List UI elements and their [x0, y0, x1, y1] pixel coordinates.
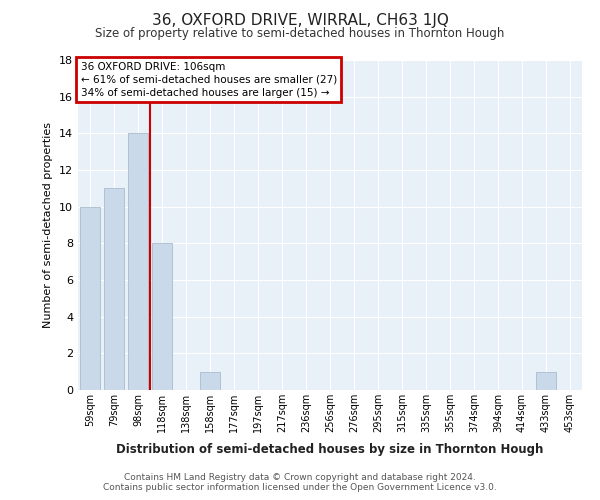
Text: 36 OXFORD DRIVE: 106sqm
← 61% of semi-detached houses are smaller (27)
34% of se: 36 OXFORD DRIVE: 106sqm ← 61% of semi-de… [80, 62, 337, 98]
Bar [128, 134, 148, 390]
Bar [200, 372, 220, 390]
Text: Size of property relative to semi-detached houses in Thornton Hough: Size of property relative to semi-detach… [95, 28, 505, 40]
Bar [536, 372, 556, 390]
Y-axis label: Number of semi-detached properties: Number of semi-detached properties [43, 122, 53, 328]
Bar [152, 244, 172, 390]
Bar [80, 206, 100, 390]
Text: Contains public sector information licensed under the Open Government Licence v3: Contains public sector information licen… [103, 482, 497, 492]
Bar [104, 188, 124, 390]
Text: Contains HM Land Registry data © Crown copyright and database right 2024.: Contains HM Land Registry data © Crown c… [124, 472, 476, 482]
Text: Distribution of semi-detached houses by size in Thornton Hough: Distribution of semi-detached houses by … [116, 442, 544, 456]
Text: 36, OXFORD DRIVE, WIRRAL, CH63 1JQ: 36, OXFORD DRIVE, WIRRAL, CH63 1JQ [152, 12, 448, 28]
